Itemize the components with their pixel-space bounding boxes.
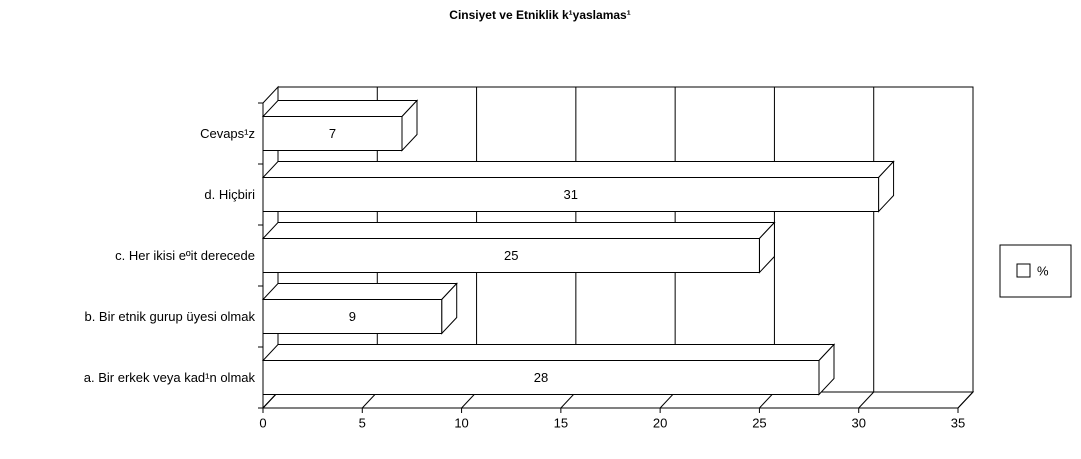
- bar: [261, 221, 776, 274]
- x-tick-label: 20: [653, 415, 667, 430]
- y-tick-label: b. Bir etnik gurup üyesi olmak: [84, 309, 255, 324]
- bar-front: [262, 299, 443, 334]
- legend-swatch: [1016, 263, 1031, 278]
- bar-top: [261, 344, 836, 361]
- bar-front: [262, 238, 760, 273]
- legend-box: [999, 244, 1072, 298]
- bar-front: [262, 177, 880, 212]
- y-tick-label: d. Hiçbiri: [204, 187, 255, 202]
- bar-front: [262, 360, 820, 395]
- y-tick-label: Cevaps¹z: [200, 126, 255, 141]
- data-label: 9: [349, 309, 356, 324]
- y-tick-label: a. Bir erkek veya kad¹n olmak: [84, 370, 256, 385]
- floor-line: [858, 391, 875, 409]
- x-tick-label: 15: [554, 415, 568, 430]
- legend-label: %: [1037, 263, 1049, 278]
- bar-top: [261, 100, 419, 117]
- data-label: 7: [329, 126, 336, 141]
- bar-top: [261, 161, 895, 178]
- bar: [261, 282, 458, 335]
- bar-top: [261, 283, 458, 300]
- x-tick-label: 5: [359, 415, 366, 430]
- bar-front: [262, 116, 403, 151]
- chart-title: Cinsiyet ve Etniklik k¹yaslamas¹: [449, 8, 630, 22]
- x-tick-label: 0: [259, 415, 266, 430]
- x-tick-label: 25: [752, 415, 766, 430]
- bar: [261, 99, 419, 152]
- y-tick-label: c. Her ikisi eºit derecede: [115, 248, 255, 263]
- bar-top: [261, 222, 776, 239]
- floor-line: [957, 391, 974, 409]
- data-label: 25: [504, 248, 518, 263]
- x-tick-label: 35: [951, 415, 965, 430]
- x-tick-label: 10: [454, 415, 468, 430]
- bar: [261, 343, 836, 396]
- data-label: 28: [534, 370, 548, 385]
- bar: [261, 160, 895, 213]
- x-tick-label: 30: [851, 415, 865, 430]
- data-label: 31: [564, 187, 578, 202]
